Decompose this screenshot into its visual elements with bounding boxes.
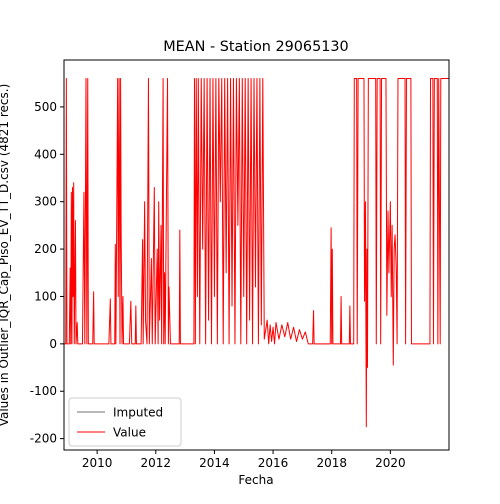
x-tick-label: 2012 — [141, 456, 172, 470]
y-tick-label: -200 — [30, 432, 57, 446]
x-tick-label: 2016 — [258, 456, 289, 470]
plot-area — [64, 77, 449, 428]
x-tick-label: 2020 — [375, 456, 406, 470]
axes-frame — [63, 59, 450, 451]
series-line — [64, 77, 449, 428]
x-tick-label: 2018 — [316, 456, 347, 470]
y-tick-label: -100 — [30, 384, 57, 398]
x-tick-label: 2014 — [199, 456, 230, 470]
chart-title: MEAN - Station 29065130 — [163, 39, 348, 55]
y-tick-label: 300 — [34, 195, 57, 209]
legend-box — [68, 397, 182, 447]
y-tick-label: 0 — [49, 337, 57, 351]
y-tick-label: 200 — [34, 242, 57, 256]
y-axis-label: Values in Outlier_IQR_Cap_Piso_EV_TT_D.c… — [0, 84, 11, 427]
x-tick-label: 2010 — [82, 456, 113, 470]
x-axis-label: Fecha — [238, 473, 273, 487]
y-tick-label: 100 — [34, 289, 57, 303]
y-tick-label: 500 — [34, 100, 57, 114]
legend-label: Value — [113, 426, 146, 440]
legend-label: Imputed — [113, 406, 163, 420]
y-tick-label: 400 — [34, 147, 57, 161]
